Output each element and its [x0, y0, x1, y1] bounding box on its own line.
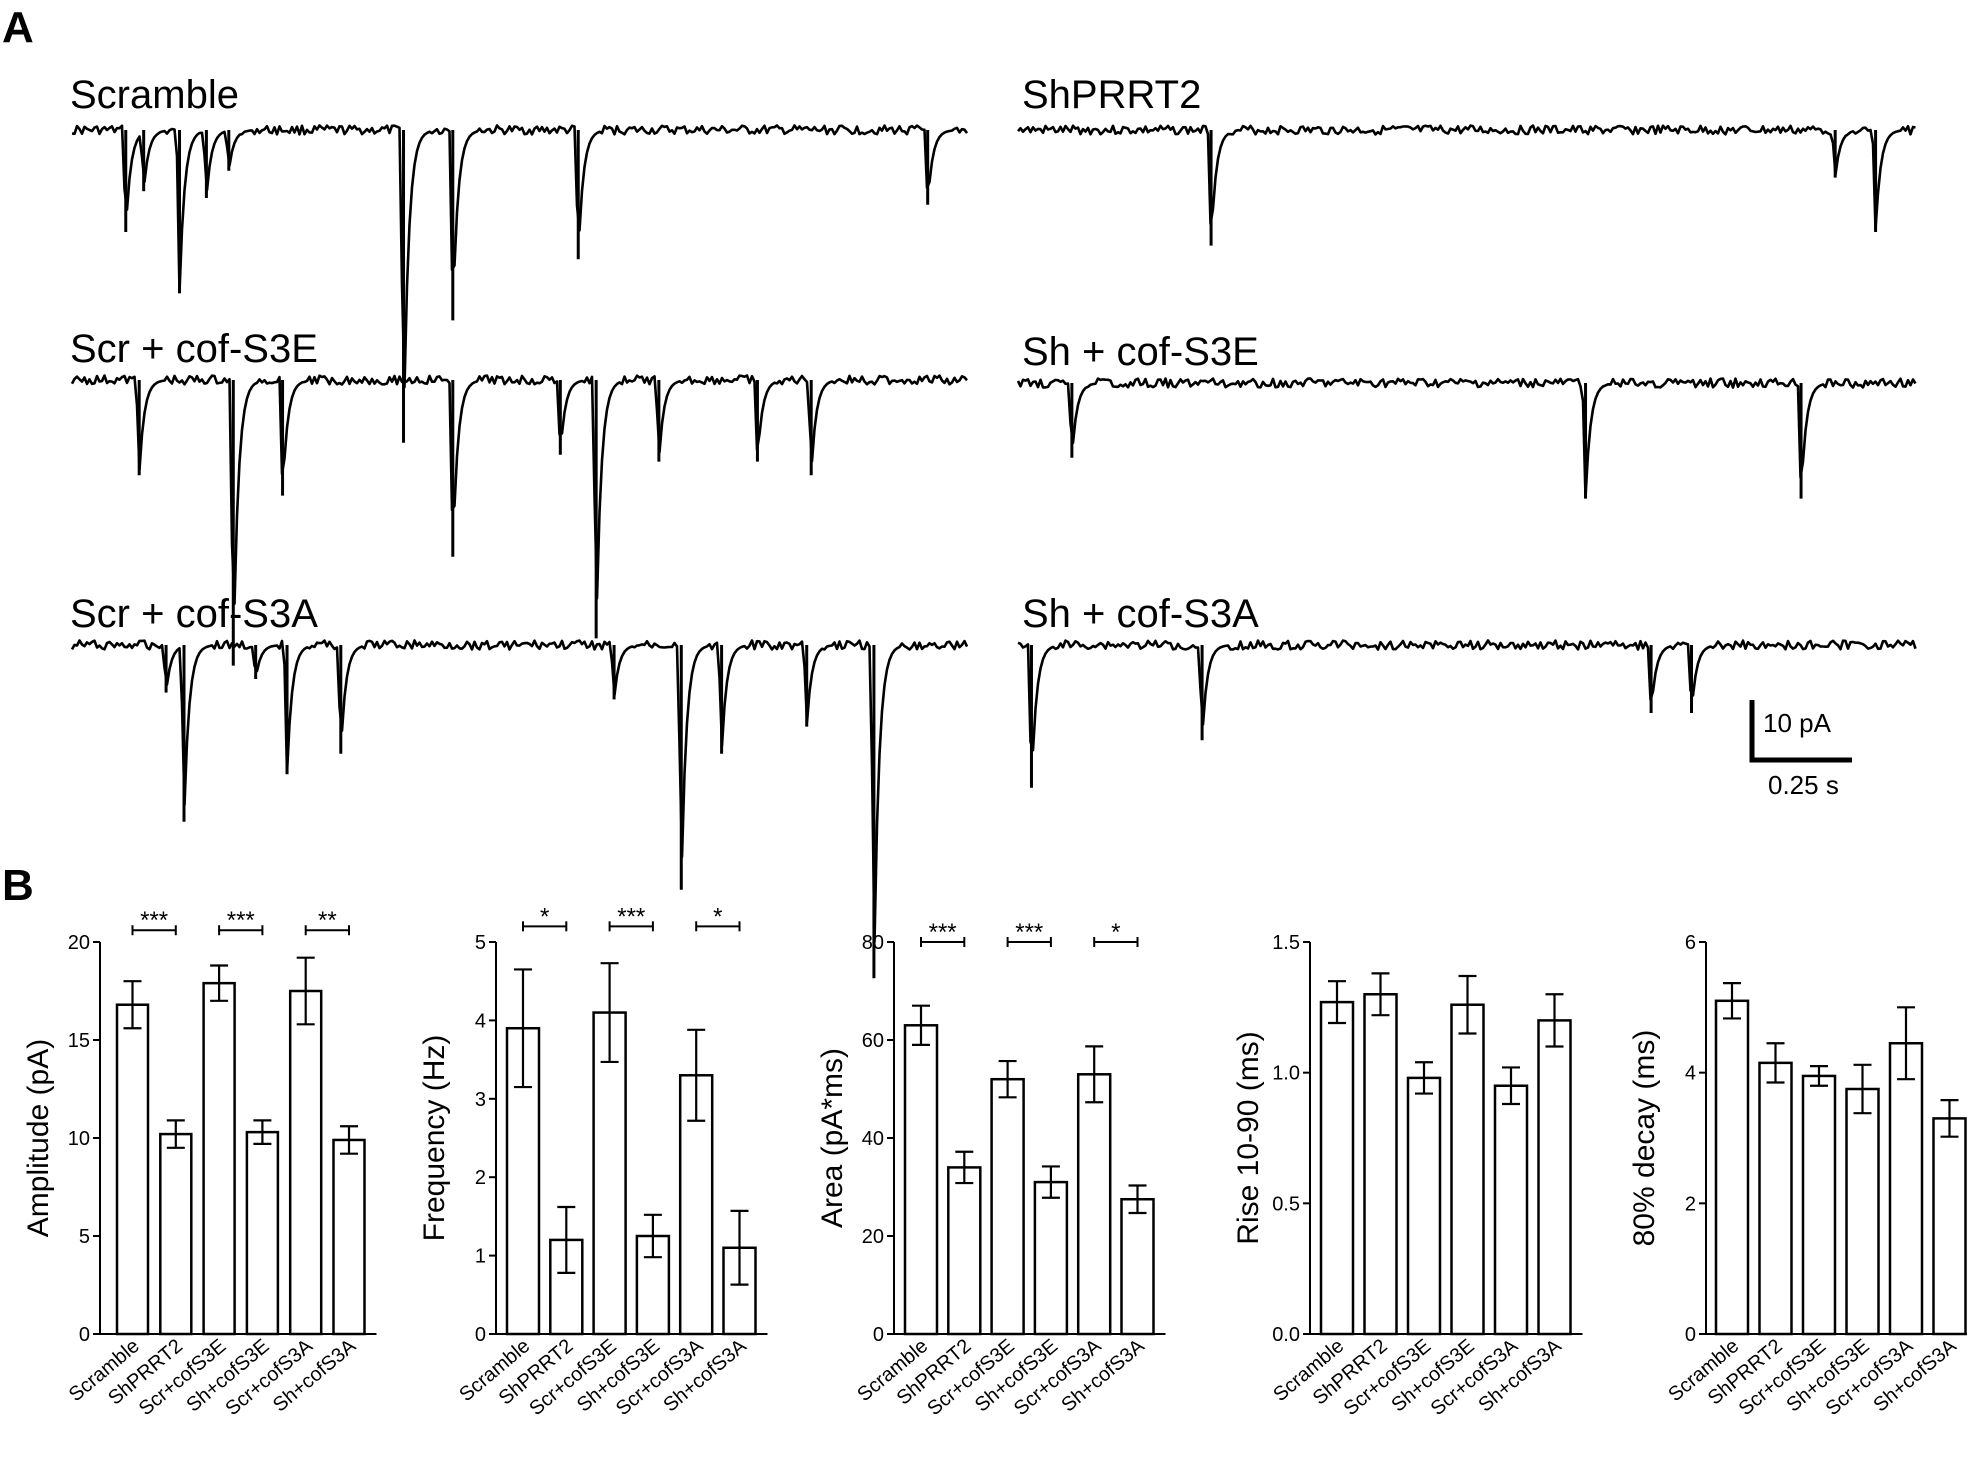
trace-panel: Scramble ShPRRT2 Scr + cof-S3E Sh + cof-S3E…: [70, 73, 1917, 979]
trace-line: [1017, 124, 1916, 231]
y-axis-label: Rise 10-90 (ms): [1232, 1031, 1265, 1244]
y-axis-label: Area (pA*ms): [816, 1048, 849, 1228]
y-tick-label: 3: [475, 1089, 486, 1111]
significance-label: ***: [227, 907, 255, 934]
scale-bar: 10 pA 0.25 s: [1749, 700, 1852, 800]
y-tick-label: 6: [1685, 932, 1696, 954]
y-tick-label: 1.5: [1272, 932, 1300, 954]
bar: [903, 1024, 939, 1336]
significance-label: ***: [929, 919, 957, 946]
y-tick-label: 5: [79, 1226, 90, 1248]
bar: [1120, 1198, 1155, 1336]
significance-label: **: [318, 907, 337, 934]
y-tick-label: 15: [68, 1030, 90, 1052]
trace-label: Sh + cof-S3E: [1022, 330, 1259, 374]
trace-2: ShPRRT2: [1017, 73, 1916, 246]
trace-label: Scr + cof-S3E: [70, 327, 318, 371]
panel-label-b: B: [2, 861, 34, 910]
y-tick-label: 0.0: [1272, 1324, 1300, 1346]
y-tick-label: 20: [68, 932, 90, 954]
trace-line: [71, 124, 969, 389]
y-tick-label: 40: [862, 1128, 884, 1150]
trace-4: Sh + cof-S3E: [1016, 330, 1917, 499]
bar: [202, 981, 236, 1336]
y-tick-label: 60: [862, 1030, 884, 1052]
bar: [990, 1077, 1025, 1336]
trace-3: Scr + cof-S3E: [70, 327, 968, 666]
bar: [245, 1130, 280, 1336]
trace-line: [1016, 377, 1917, 499]
bar: [288, 989, 323, 1336]
bar: [1537, 1019, 1572, 1336]
y-tick-label: 4: [1685, 1063, 1696, 1085]
y-tick-label: 2: [475, 1167, 486, 1189]
significance-label: *: [1111, 919, 1120, 946]
trace-label: Sh + cof-S3A: [1022, 592, 1259, 636]
bar: [1363, 993, 1398, 1336]
trace-label: ShPRRT2: [1022, 73, 1201, 117]
bar: [947, 1166, 982, 1336]
trace-line: [1017, 639, 1917, 752]
significance-label: ***: [1015, 919, 1043, 946]
bar: [1714, 999, 1750, 1336]
trace-5: Scr + cof-S3A: [70, 592, 969, 979]
bar: [1450, 1003, 1485, 1336]
bar: [1033, 1180, 1069, 1336]
bar: [1758, 1061, 1793, 1336]
trace-label: Scramble: [70, 73, 239, 117]
trace-6: Sh + cof-S3A: [1017, 592, 1917, 788]
bar: [1888, 1042, 1924, 1336]
scale-bar-x-label: 0.25 s: [1768, 770, 1839, 800]
y-tick-label: 5: [475, 932, 486, 954]
significance-label: ***: [617, 903, 645, 930]
trace-label: Scr + cof-S3A: [70, 592, 318, 636]
scale-bar-lines: [1749, 700, 1852, 763]
bar: [1319, 1000, 1355, 1336]
scale-bar-y-label: 10 pA: [1763, 708, 1832, 738]
y-tick-label: 0: [873, 1324, 884, 1346]
bar: [115, 1003, 150, 1336]
significance-label: *: [713, 903, 722, 930]
significance-label: ***: [140, 907, 168, 934]
trace-line: [70, 374, 968, 606]
y-tick-label: 2: [1685, 1193, 1696, 1215]
y-axis-label: 80% decay (ms): [1628, 1030, 1661, 1247]
y-tick-label: 4: [475, 1010, 486, 1032]
bar: [1406, 1076, 1442, 1336]
significance-label: *: [540, 903, 549, 930]
y-tick-label: 80: [862, 932, 884, 954]
trace-line: [70, 639, 969, 943]
y-tick-label: 0: [1685, 1324, 1696, 1346]
y-tick-label: 0: [475, 1324, 486, 1346]
y-tick-label: 0: [79, 1324, 90, 1346]
panel-label-a: A: [2, 3, 34, 52]
y-tick-label: 0.5: [1272, 1193, 1300, 1215]
bar: [1845, 1087, 1880, 1336]
y-tick-label: 1: [475, 1246, 486, 1268]
bar: [1493, 1084, 1529, 1336]
y-tick-label: 10: [68, 1128, 90, 1150]
y-axis-label: Amplitude (pA): [22, 1039, 55, 1237]
bar: [1932, 1117, 1967, 1336]
trace-1: Scramble: [70, 73, 969, 443]
bar: [159, 1132, 193, 1336]
y-tick-label: 20: [862, 1226, 884, 1248]
bar: [1076, 1073, 1112, 1336]
y-tick-label: 1.0: [1272, 1063, 1300, 1085]
y-axis-label: Frequency (Hz): [418, 1035, 451, 1242]
bar: [1801, 1074, 1837, 1336]
bar: [332, 1138, 366, 1336]
